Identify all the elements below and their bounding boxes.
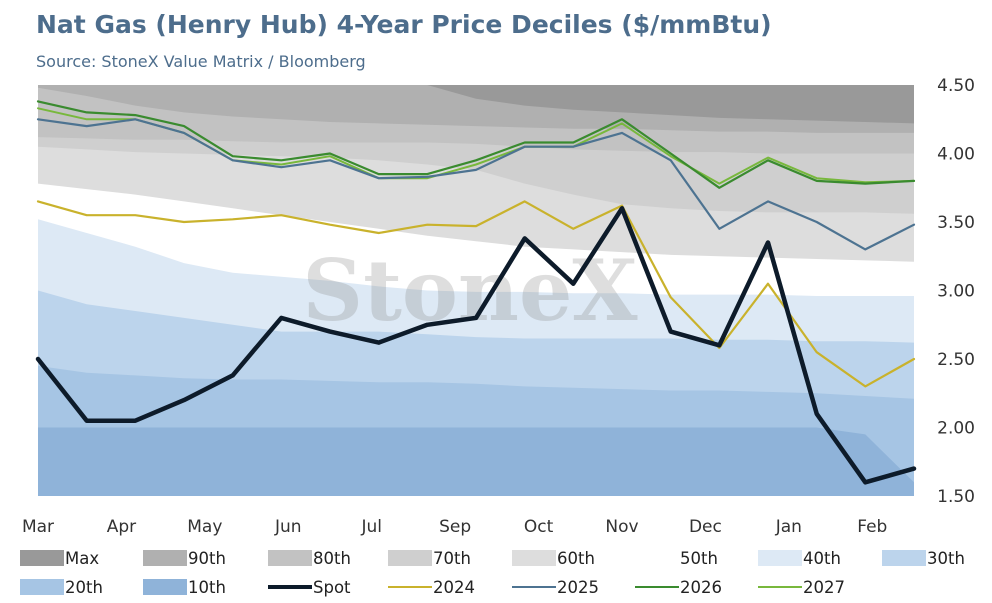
legend-item-2025: 2025 [512, 575, 599, 599]
y-tick-label: 4.50 [937, 76, 975, 96]
legend-label: 40th [803, 548, 841, 568]
legend-label: Spot [313, 577, 351, 597]
legend-item-spot: Spot [268, 575, 351, 599]
chart-title: Nat Gas (Henry Hub) 4-Year Price Deciles… [36, 10, 772, 39]
legend-item-2027: 2027 [758, 575, 845, 599]
legend-swatch [882, 550, 926, 566]
x-tick-label: Dec [689, 517, 722, 537]
legend-item-20th: 20th [20, 575, 103, 599]
legend-item-2024: 2024 [388, 575, 475, 599]
legend-label: 2027 [803, 577, 845, 597]
x-tick-label: Jul [360, 517, 382, 537]
legend-item-60th: 60th [512, 546, 595, 570]
x-tick-label: Nov [605, 517, 638, 537]
x-tick-label: Oct [524, 517, 554, 537]
legend-item-80th: 80th [268, 546, 351, 570]
legend-label: 60th [557, 548, 595, 568]
legend-label: 2024 [433, 577, 475, 597]
legend-label: 30th [927, 548, 965, 568]
x-tick-label: May [187, 517, 222, 537]
series-line-2026 [36, 100, 916, 189]
legend-label: 10th [188, 577, 226, 597]
legend-swatch [388, 586, 432, 588]
legend-swatch [143, 579, 187, 595]
y-tick-label: 4.00 [937, 145, 975, 165]
legend-swatch [758, 586, 802, 588]
legend-item-max: Max [20, 546, 99, 570]
x-tick-label: Feb [857, 517, 887, 537]
legend-label: 90th [188, 548, 226, 568]
y-tick-label: 3.00 [937, 282, 975, 302]
series-line-2025 [36, 118, 916, 251]
chart-subtitle: Source: StoneX Value Matrix / Bloomberg [36, 52, 366, 71]
legend-swatch [268, 585, 312, 589]
chart-legend: Max 90th 80th 70th 60th 50th 40th 30th 20th 10th S… [20, 546, 980, 602]
legend-item-50th: 50th [635, 546, 718, 570]
x-tick-label: Jun [274, 517, 302, 537]
y-tick-label: 2.00 [937, 419, 975, 439]
series-line-spot [35, 206, 917, 485]
legend-label: 2026 [680, 577, 722, 597]
legend-label: 50th [680, 548, 718, 568]
price-decile-chart: StoneX 4.50 4.00 3.50 3.00 2.50 2.00 1.50 Mar A… [22, 76, 975, 537]
legend-swatch [635, 586, 679, 588]
x-tick-label: Jan [775, 517, 802, 537]
y-tick-label: 1.50 [937, 487, 975, 507]
legend-swatch [635, 550, 679, 566]
band-10th [38, 427, 914, 496]
legend-swatch [388, 550, 432, 566]
legend-item-30th: 30th [882, 546, 965, 570]
legend-item-10th: 10th [143, 575, 226, 599]
legend-swatch [143, 550, 187, 566]
legend-swatch [512, 550, 556, 566]
legend-swatch [268, 550, 312, 566]
series-line-2024 [36, 200, 916, 388]
legend-label: Max [65, 548, 100, 568]
x-tick-label: Sep [439, 517, 471, 537]
legend-item-40th: 40th [758, 546, 841, 570]
legend-swatch [20, 579, 64, 595]
legend-swatch [512, 586, 556, 588]
legend-label: 70th [433, 548, 471, 568]
legend-item-90th: 90th [143, 546, 226, 570]
x-axis: Mar Apr May Jun Jul Sep Oct Nov Dec Jan Feb [22, 517, 887, 537]
x-tick-label: Apr [107, 517, 136, 537]
legend-swatch [758, 550, 802, 566]
legend-item-2026: 2026 [635, 575, 722, 599]
legend-swatch [20, 550, 64, 566]
y-axis: 4.50 4.00 3.50 3.00 2.50 2.00 1.50 [937, 76, 975, 507]
decile-bands [38, 85, 914, 497]
legend-item-70th: 70th [388, 546, 471, 570]
legend-label: 80th [313, 548, 351, 568]
legend-label: 20th [65, 577, 103, 597]
x-tick-label: Mar [22, 517, 54, 537]
watermark-text: StoneX [302, 241, 638, 340]
y-tick-label: 2.50 [937, 350, 975, 370]
y-tick-label: 3.50 [937, 213, 975, 233]
legend-label: 2025 [557, 577, 599, 597]
price-series [35, 100, 917, 485]
